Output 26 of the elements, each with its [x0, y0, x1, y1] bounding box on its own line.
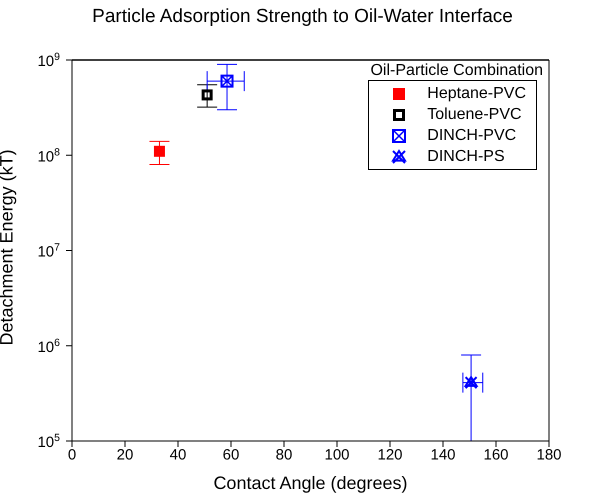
legend-label: Toluene-PVC — [427, 106, 522, 124]
x-tick-label: 40 — [170, 446, 186, 464]
legend-label: DINCH-PS — [427, 148, 505, 166]
x-tick-label: 100 — [324, 446, 350, 464]
x-tick-label: 80 — [276, 446, 292, 464]
y-tick-label: 10$^{6}$ — [37, 336, 60, 356]
y-tick-label: 10$^{7}$ — [37, 242, 60, 260]
y-tick-label: 10$^{8}$ — [37, 146, 60, 166]
y-tick-label: 10$^{5}$ — [37, 432, 60, 451]
x-tick-label: 160 — [483, 446, 509, 464]
x-tick-label: 0 — [68, 446, 76, 464]
legend-label: DINCH-PVC — [427, 126, 516, 144]
x-tick-label: 120 — [377, 446, 403, 464]
legend-label: Heptane-PVC — [427, 84, 526, 102]
y-tick-label: 10$^{9}$ — [37, 51, 60, 70]
point — [464, 376, 478, 390]
x-tick-label: 140 — [430, 446, 456, 464]
chart-title: Particle Adsorption Strength to Oil-Water Interface — [91, 6, 514, 28]
x-tick-label: 180 — [536, 446, 562, 464]
legend-title: Oil-Particle Combination — [370, 62, 543, 80]
point — [154, 146, 165, 157]
x-axis-title: Contact Angle (degrees) — [213, 473, 408, 493]
x-tick-label: 20 — [116, 446, 134, 464]
point — [202, 89, 213, 100]
x-tick-label: 60 — [222, 446, 240, 464]
point — [220, 74, 234, 88]
